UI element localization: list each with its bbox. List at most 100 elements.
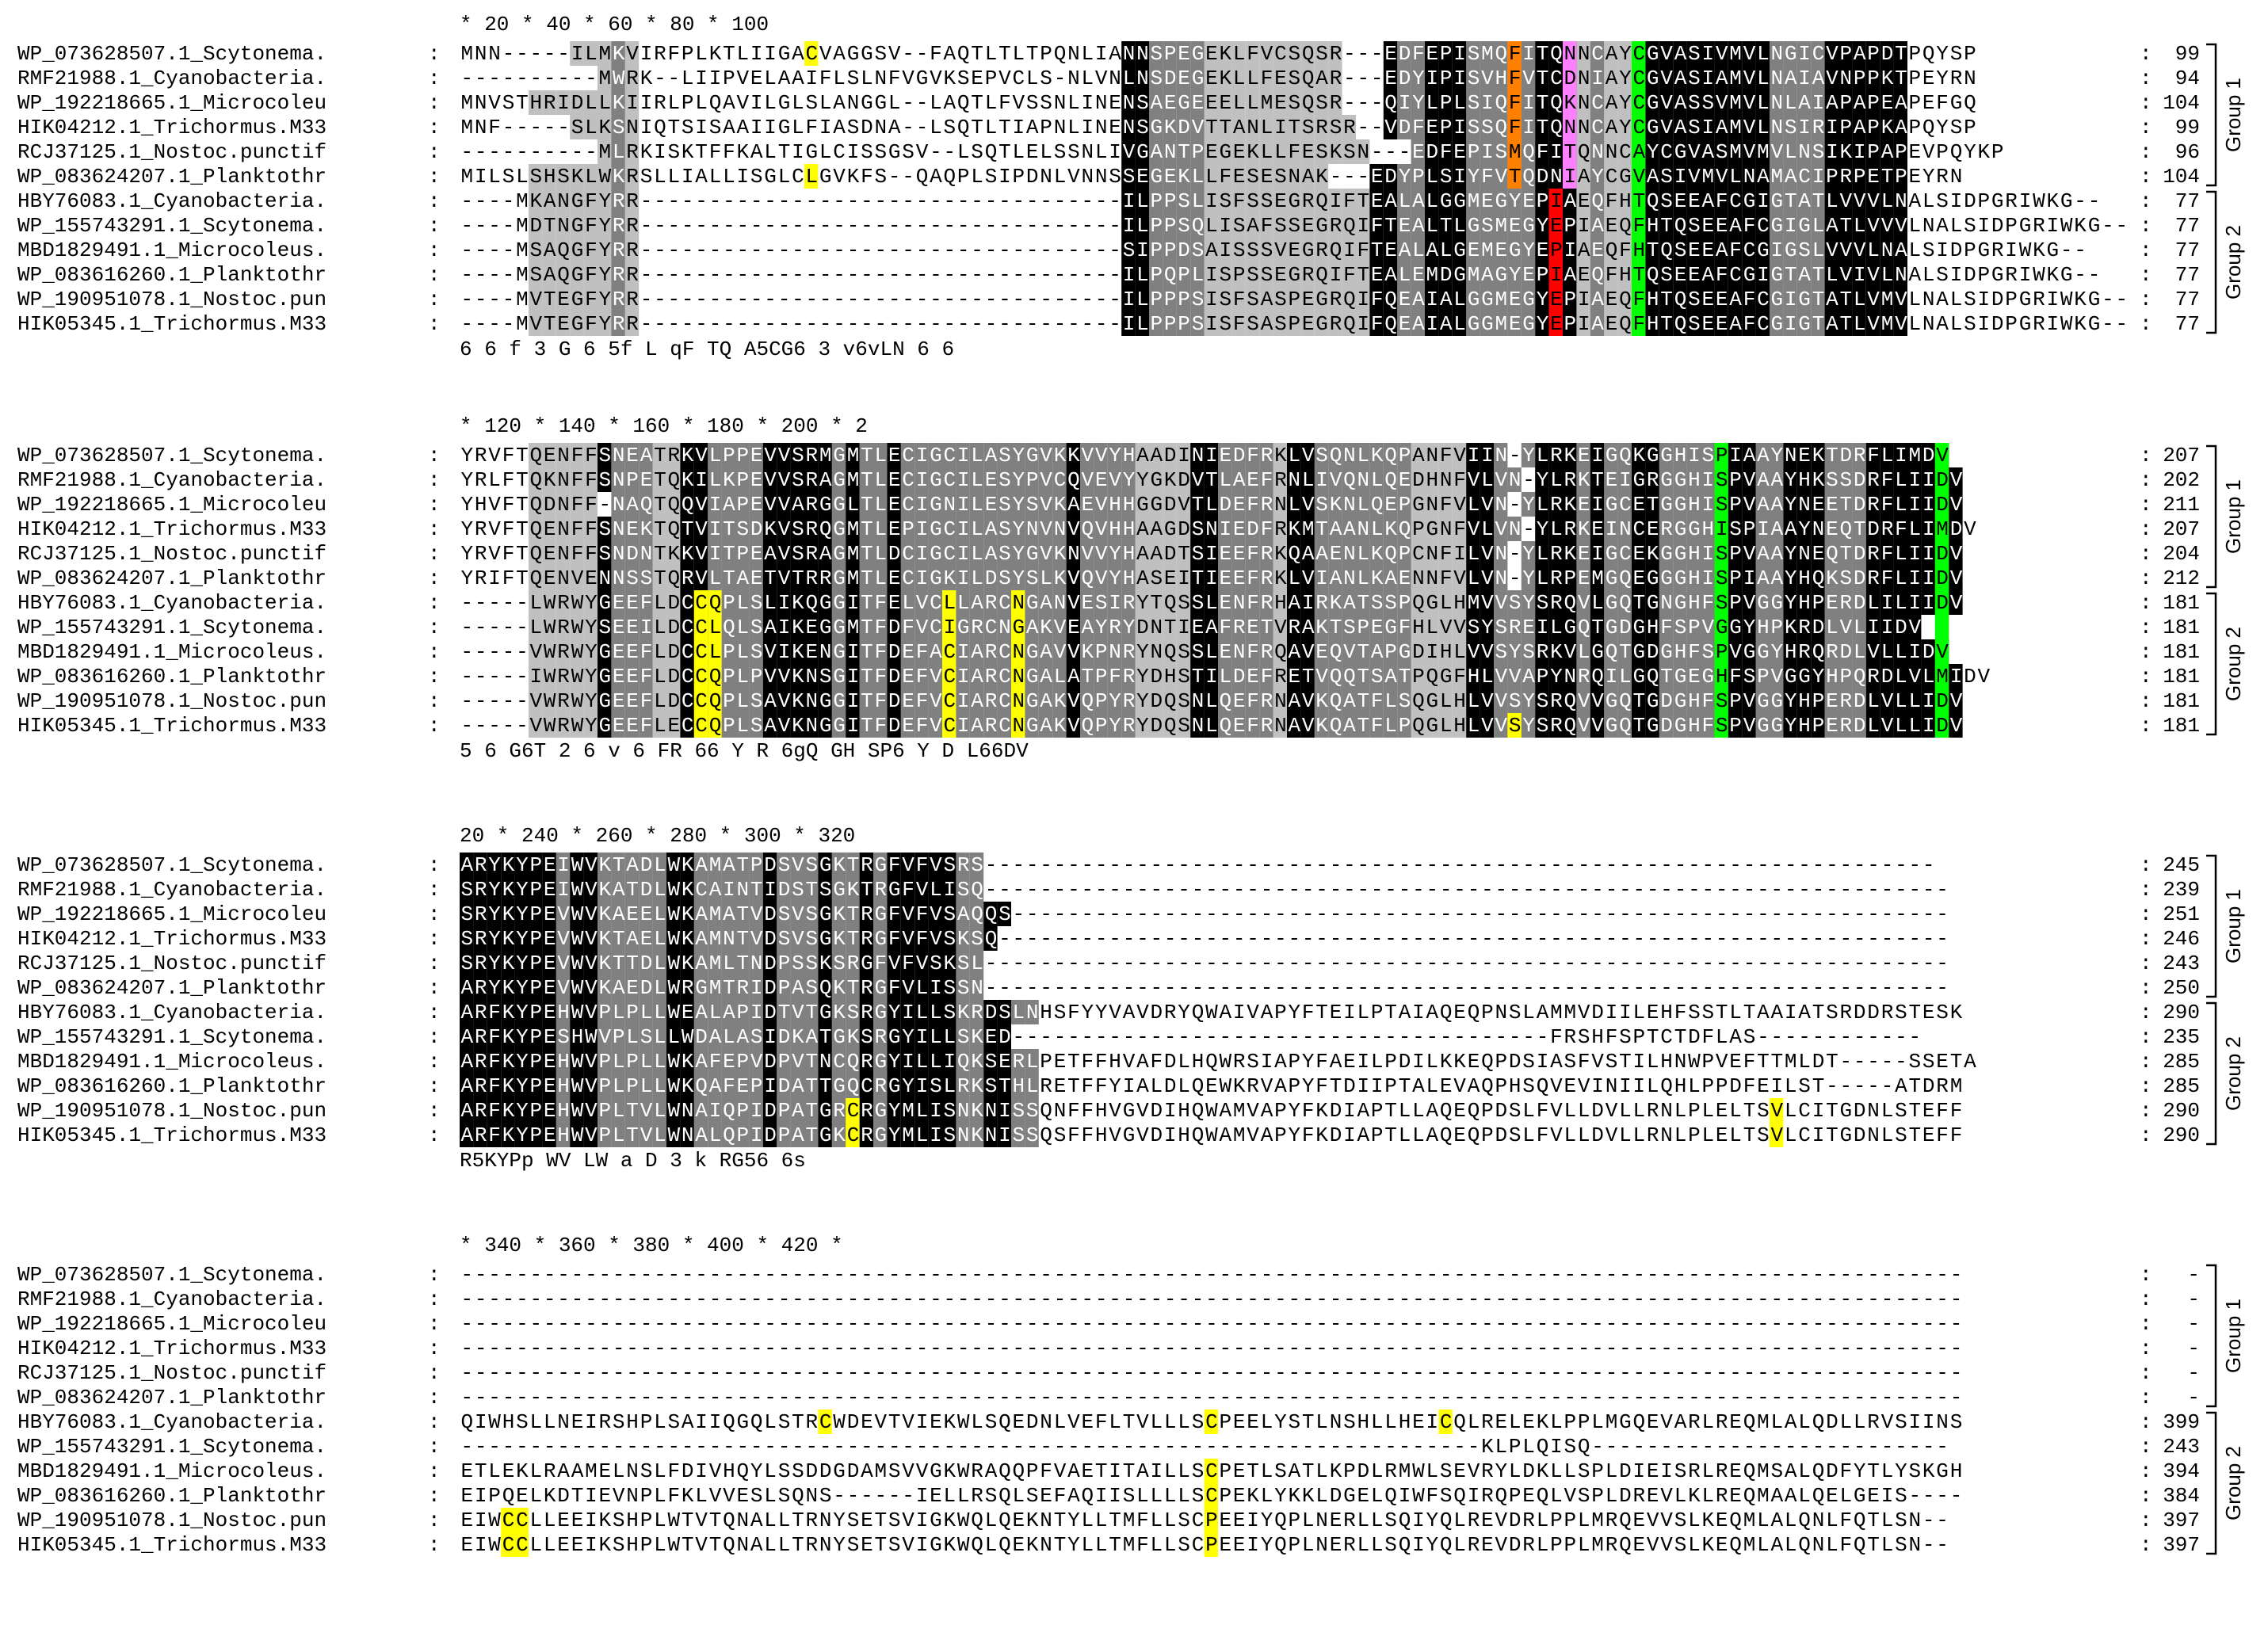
sequence-residues: ----MVTEGFYRR---------------------------…: [461, 312, 2129, 336]
residue-shade: [624, 238, 640, 262]
sequence-residues: -----VWRWYGEEFLECCQPLSAVKNGGITFDEFVCIARC…: [461, 714, 1963, 738]
sequence-residues: ----MSAQGFYRR---------------------------…: [461, 238, 2087, 262]
sequence-residues: ARFKYPEHWVPLTVLWNAIQPIDPATGRCRGYMLISNKNI…: [461, 1099, 1963, 1123]
sequence-residues: ----------MWRK--LIIPVELAAIFLSLNFVGVKSEPV…: [461, 67, 1976, 90]
residue-shade: [542, 287, 556, 311]
alignment-block-2: * 120 * 140 * 160 * 180 * 200 * 2 WP_0736…: [17, 414, 2245, 763]
residue-shade: [556, 311, 571, 336]
end-position: :: [2140, 591, 2152, 615]
sequence-row: WP_073628507.1_Scytonema.: ARYKYPEIWVKTAD…: [17, 853, 2200, 877]
residue-shade: [1273, 66, 1287, 90]
sequence-residues: EIPQELKDTIEVNPLFKLVVESLSQNS------IELLRSQ…: [461, 1484, 1963, 1508]
sequence-row: WP_190951078.1_Nostoc.pun: ARFKYPEHWVPLTV…: [17, 1099, 2200, 1123]
consensus-line: R5KYPp WV LW a D 3 k RG56 6s: [460, 1149, 806, 1173]
sequence-row: HIK04212.1_Trichormus.M33: YRVFTQENFFSNEK…: [17, 517, 2200, 541]
sequence-row: RCJ37125.1_Nostoc.punctif: YRVFTQENFFSNDN…: [17, 542, 2200, 566]
sequence-residues: ARFKYPEHWVPLTVLWNALQPIDPATGKCRGYMLISNKNI…: [461, 1123, 1963, 1147]
end-position: :: [2140, 312, 2152, 336]
residue-shade: [1245, 139, 1260, 164]
separator: :: [428, 165, 441, 189]
residue-shade: [1231, 287, 1246, 311]
residue-shade: [624, 41, 640, 66]
residue-shade: [1576, 139, 1590, 164]
sequence-name: WP_083624207.1_Planktothr: [17, 566, 326, 590]
end-position-number: 285: [2163, 1050, 2200, 1074]
sequence-row: MBD1829491.1_Microcoleus.: ----MSAQGFYRR-…: [17, 238, 2200, 262]
residue-shade: [1245, 189, 1260, 213]
group-bracket: [2206, 43, 2217, 187]
sequence-row: WP_192218665.1_Microcoleu: --------------…: [17, 1312, 2200, 1336]
end-position: :: [2140, 1001, 2152, 1024]
separator: :: [428, 238, 441, 262]
end-position: :: [2140, 1025, 2152, 1049]
residue-shade: [624, 66, 640, 90]
sequence-row: WP_190951078.1_Nostoc.pun: EIWCCLLEEIKSHP…: [17, 1509, 2200, 1532]
end-position: :: [2140, 214, 2152, 238]
sequence-name: WP_083624207.1_Planktothr: [17, 165, 326, 189]
sequence-name: WP_073628507.1_Scytonema.: [17, 853, 326, 877]
end-position: :: [2140, 1099, 2152, 1123]
end-position: :: [2140, 517, 2152, 541]
residue-shade: [598, 139, 612, 164]
residue-shade: [542, 238, 556, 262]
separator: :: [428, 640, 441, 664]
residue-shade: [598, 66, 612, 90]
residue-shade: [556, 189, 571, 213]
separator: :: [428, 1099, 441, 1123]
residue-shade: [570, 164, 584, 189]
sequence-residues: YRLFTQKNFFSNPETQKILKPEVVSRAGMTLECIGCILES…: [461, 468, 1963, 492]
residue-shade: [1300, 238, 1315, 262]
residue-shade: [624, 189, 640, 213]
residue-shade: [1342, 287, 1356, 311]
end-position: :: [2140, 1435, 2152, 1459]
residue-shade: [1314, 287, 1329, 311]
separator: :: [428, 312, 441, 336]
sequence-name: RMF21988.1_Cyanobacteria.: [17, 468, 326, 492]
end-position-number: -: [2187, 1287, 2200, 1311]
end-position: :: [2140, 67, 2152, 90]
residue-shade: [1287, 66, 1301, 90]
residue-shade: [1231, 189, 1246, 213]
residue-shade: [624, 90, 640, 115]
residue-shade: [1259, 238, 1273, 262]
residue-shade: [598, 311, 612, 336]
residue-shade: [1314, 213, 1329, 238]
sequence-name: WP_155743291.1_Scytonema.: [17, 1025, 326, 1049]
end-position: :: [2140, 1312, 2152, 1336]
sequence-row: WP_155743291.1_Scytonema.: -----LWRWYSEEI…: [17, 616, 2200, 639]
residue-shade: [1204, 238, 1218, 262]
residue-shade: [1231, 238, 1246, 262]
residue-shade: [624, 311, 640, 336]
position-ruler: 20 * 240 * 260 * 280 * 300 * 320: [460, 824, 855, 848]
sequence-residues: YRVFTQENFFSNEKTQTVITSDKVSRQGMTLEPIGCILAS…: [461, 517, 1977, 541]
residue-shade: [1231, 41, 1246, 66]
residue-shade: [1300, 90, 1315, 115]
residue-shade: [1218, 189, 1232, 213]
end-position-number: 77: [2175, 312, 2200, 336]
sequence-name: WP_073628507.1_Scytonema.: [17, 1263, 326, 1287]
residue-shade: [1245, 90, 1260, 115]
separator: :: [428, 517, 441, 541]
residue-shade: [542, 189, 556, 213]
alignment-block-3: 20 * 240 * 260 * 280 * 300 * 320 WP_07362…: [17, 824, 2245, 1173]
end-position: :: [2140, 927, 2152, 951]
sequence-row: WP_190951078.1_Nostoc.pun: -----VWRWYGEEF…: [17, 689, 2200, 713]
residue-shade: [1273, 115, 1287, 139]
end-position: :: [2140, 493, 2152, 517]
end-position: :: [2140, 1361, 2152, 1385]
sequence-residues: ARYKYPEVWVKAEDLWRGMTRIDPASQKTRGFVLISSN--…: [461, 976, 1949, 1000]
residue-shade: [1204, 213, 1218, 238]
end-position: :: [2140, 1337, 2152, 1360]
residue-shade: [1314, 41, 1329, 66]
sequence-name: WP_190951078.1_Nostoc.pun: [17, 1509, 326, 1532]
residue-shade: [1273, 287, 1287, 311]
residue-shade: [598, 287, 612, 311]
sequence-row: HIK04212.1_Trichormus.M33: MNF-----SLKSNI…: [17, 116, 2200, 139]
residue-shade: [1300, 213, 1315, 238]
sequence-residues: ----------------------------------------…: [461, 1287, 1963, 1311]
sequence-row: RMF21988.1_Cyanobacteria.: YRLFTQKNFFSNPE…: [17, 468, 2200, 492]
residue-shade: [1231, 262, 1246, 287]
residue-shade: [1259, 139, 1273, 164]
residue-shade: [624, 213, 640, 238]
residue-shade: [1231, 311, 1246, 336]
